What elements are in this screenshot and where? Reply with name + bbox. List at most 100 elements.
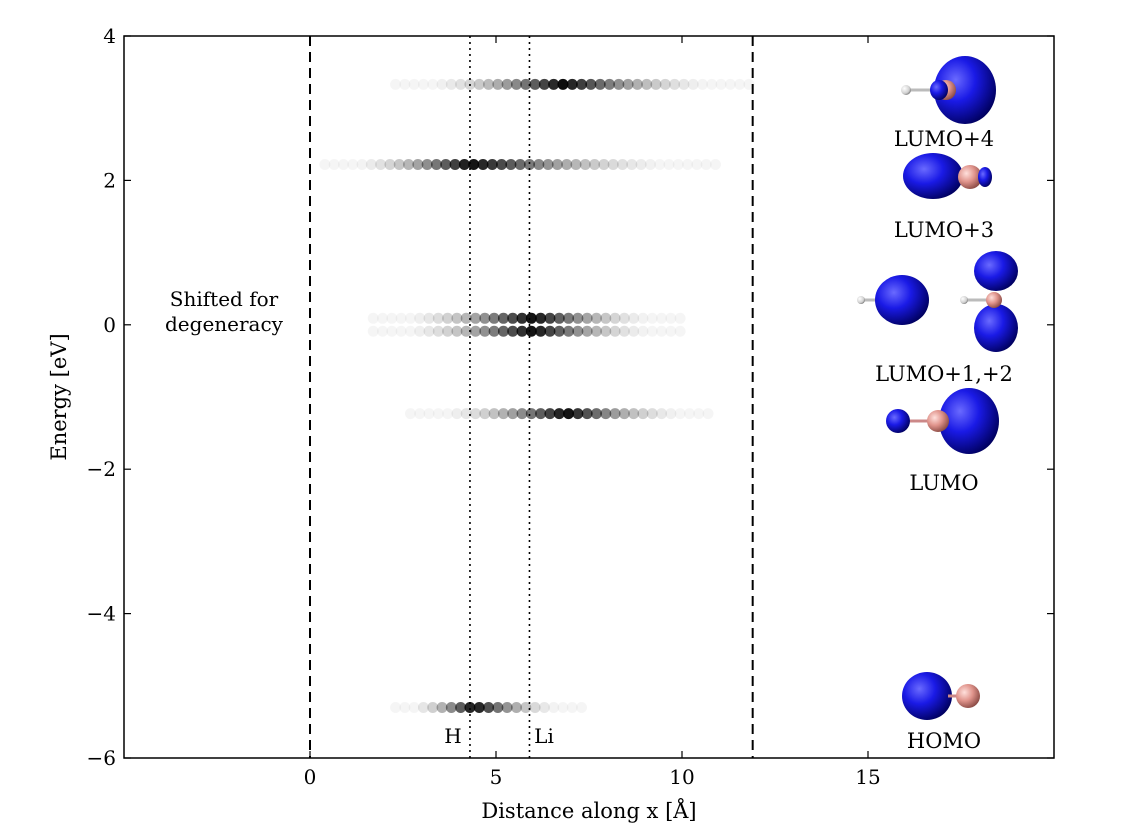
level-dot: [507, 312, 519, 324]
level-dot: [458, 159, 470, 171]
level-dot: [510, 78, 522, 90]
level-dot: [709, 159, 721, 171]
level-dot: [460, 312, 472, 324]
level-dot: [497, 325, 509, 337]
level-lumo+3: [319, 159, 721, 171]
level-dot: [486, 159, 498, 171]
level-dot: [590, 312, 602, 324]
level-dot: [479, 408, 491, 420]
level-dot: [674, 325, 686, 337]
level-dot: [404, 312, 416, 324]
level-dot: [566, 78, 578, 90]
level-dot: [523, 159, 535, 171]
level-dot: [628, 325, 640, 337]
level-dot: [572, 312, 584, 324]
level-dot: [393, 159, 405, 171]
level-dot: [473, 78, 485, 90]
x-tick-label: 5: [490, 765, 503, 789]
level-dot: [367, 325, 379, 337]
level-dot: [637, 325, 649, 337]
atom-label-li: Li: [534, 724, 554, 748]
level-dot: [384, 159, 396, 171]
level-dot: [598, 159, 610, 171]
x-tick-label: 10: [669, 765, 694, 789]
orbital-label-lumo12: LUMO+1,+2: [875, 362, 1013, 386]
level-dot: [535, 325, 547, 337]
level-dot: [607, 159, 619, 171]
annotation-line-1: Shifted for: [170, 287, 279, 311]
level-dot: [399, 78, 411, 90]
level-dot: [600, 325, 612, 337]
level-dot: [483, 701, 495, 713]
level-dot: [542, 159, 554, 171]
level-dot: [687, 78, 699, 90]
level-dot: [590, 325, 602, 337]
level-dot: [538, 78, 550, 90]
level-dot: [442, 325, 454, 337]
level-dot: [451, 408, 463, 420]
level-dot: [496, 159, 508, 171]
level-dot: [561, 159, 573, 171]
level-dot: [656, 408, 668, 420]
level-dot: [455, 78, 467, 90]
level-dot: [603, 78, 615, 90]
level-dot: [386, 325, 398, 337]
level-dot: [488, 312, 500, 324]
reference-lines: [309, 36, 754, 758]
level-dot: [585, 78, 597, 90]
orbital-image-homo: [902, 672, 980, 720]
level-dot: [417, 78, 429, 90]
level-dot: [628, 408, 640, 420]
level-dot: [427, 701, 439, 713]
level-dot: [566, 701, 578, 713]
level-dot: [663, 159, 675, 171]
level-dot: [525, 408, 537, 420]
level-dot: [672, 159, 684, 171]
orbital-image-lumo3: [903, 153, 992, 199]
level-dot: [616, 159, 628, 171]
level-dot: [507, 408, 519, 420]
level-dot: [656, 312, 668, 324]
level-dot: [497, 312, 509, 324]
x-tick-label: 15: [855, 765, 880, 789]
level-dot: [492, 701, 504, 713]
level-dot: [576, 701, 588, 713]
y-tick-label: 2: [103, 168, 116, 192]
level-dot: [328, 159, 340, 171]
level-dot: [654, 159, 666, 171]
orbital-label-lumo3: LUMO+3: [894, 218, 994, 242]
plot-frame: [123, 35, 1055, 759]
level-dot: [479, 312, 491, 324]
level-dot: [535, 312, 547, 324]
level-dot: [628, 312, 640, 324]
level-dot: [440, 159, 452, 171]
level-dot: [408, 701, 420, 713]
level-dot: [609, 312, 621, 324]
level-dot: [377, 325, 389, 337]
level-dot: [507, 325, 519, 337]
level-dot: [356, 159, 368, 171]
level-dot: [442, 408, 454, 420]
level-dot: [337, 159, 349, 171]
level-dot: [365, 159, 377, 171]
level-dot: [432, 312, 444, 324]
level-dot: [678, 78, 690, 90]
level-dot: [557, 701, 569, 713]
level-dot: [570, 159, 582, 171]
level-dot: [432, 408, 444, 420]
level-dot: [544, 325, 556, 337]
level-dot: [693, 408, 705, 420]
x-axis-title: Distance along x [Å]: [481, 798, 696, 823]
level-lumo+1: [367, 325, 686, 337]
y-tick-label: −6: [87, 746, 116, 770]
level-dot: [563, 325, 575, 337]
level-dot: [665, 408, 677, 420]
level-dot: [590, 408, 602, 420]
level-dot: [724, 78, 736, 90]
level-dot: [622, 78, 634, 90]
level-dot: [514, 159, 526, 171]
level-dot: [572, 408, 584, 420]
level-dot: [683, 408, 695, 420]
level-dot: [412, 159, 424, 171]
